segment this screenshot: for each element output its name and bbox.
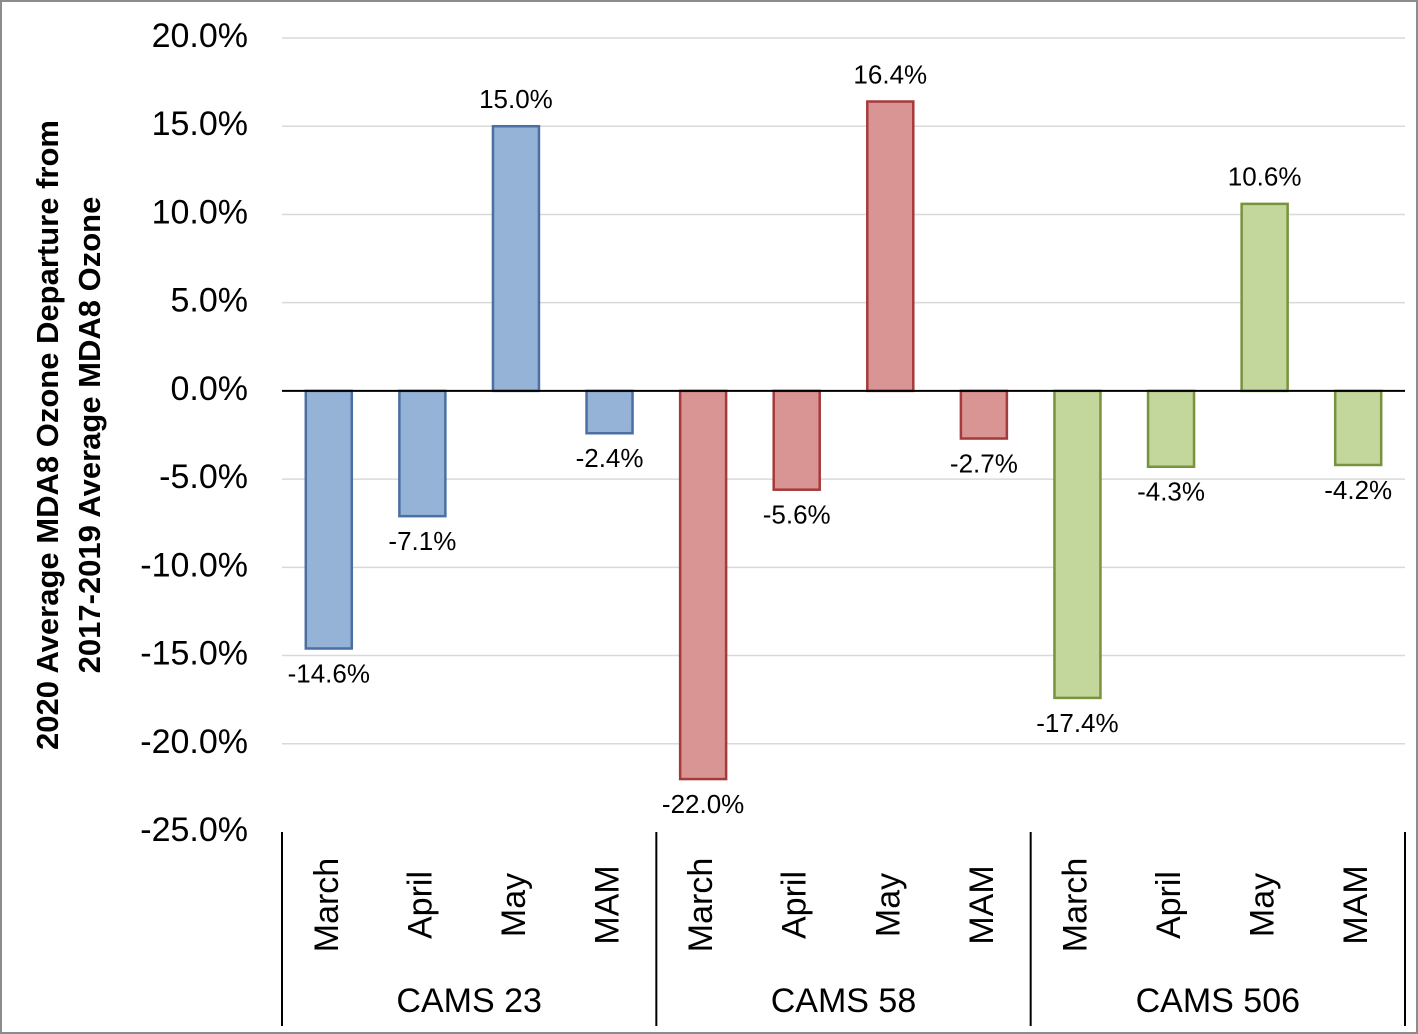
y-tick-label: -5.0% [159, 458, 248, 496]
value-label: -17.4% [1036, 708, 1118, 738]
value-label: -4.2% [1324, 475, 1392, 505]
bar [585, 389, 634, 435]
bar [304, 389, 354, 650]
group-label: CAMS 23 [396, 982, 542, 1020]
bar [1053, 389, 1102, 700]
x-tick-label: MAM [1337, 865, 1375, 944]
y-tick-label: -15.0% [140, 635, 248, 673]
x-tick-label: MAM [589, 865, 627, 944]
y-tick-label: 0.0% [171, 370, 249, 408]
x-tick-label: March [308, 858, 346, 952]
y-tick-label: 20.0% [152, 17, 248, 55]
x-tick-label: April [401, 871, 439, 939]
y-tick-label: 10.0% [152, 193, 248, 231]
bar [1240, 202, 1289, 393]
group-label: CAMS 58 [771, 982, 917, 1020]
bar [959, 389, 1009, 440]
x-tick-label: May [495, 873, 533, 937]
x-tick-label: May [1244, 873, 1282, 937]
x-tick-label: March [1056, 858, 1094, 952]
bar [1333, 389, 1383, 467]
bar [398, 389, 447, 518]
x-tick-label: April [1150, 871, 1188, 939]
value-label: 10.6% [1228, 162, 1302, 192]
bar [1146, 389, 1196, 469]
x-tick-label: MAM [963, 865, 1001, 944]
value-label: -7.1% [388, 526, 456, 556]
value-label: 16.4% [853, 59, 927, 89]
y-axis-label: 2017-2019 Average MDA8 Ozone [72, 197, 107, 674]
x-tick-label: May [869, 873, 907, 937]
y-tick-label: 5.0% [171, 282, 249, 320]
bar [772, 389, 821, 491]
value-label: -2.4% [576, 443, 644, 473]
value-label: 15.0% [479, 84, 553, 114]
y-tick-label: -20.0% [140, 723, 248, 761]
value-label: -5.6% [763, 500, 831, 530]
bar [678, 389, 728, 781]
value-label: -22.0% [662, 789, 744, 819]
bar [491, 124, 541, 393]
x-tick-label: March [682, 858, 720, 952]
y-tick-label: 15.0% [152, 105, 248, 143]
group-label: CAMS 506 [1136, 982, 1300, 1020]
value-label: -14.6% [288, 658, 370, 688]
y-tick-label: -10.0% [140, 546, 248, 584]
value-label: -4.3% [1137, 477, 1205, 507]
y-axis-label: 2020 Average MDA8 Ozone Departure from [30, 120, 65, 750]
x-tick-label: April [776, 871, 814, 939]
value-label: -2.7% [950, 448, 1018, 478]
y-tick-label: -25.0% [140, 811, 248, 849]
bar [866, 100, 915, 393]
